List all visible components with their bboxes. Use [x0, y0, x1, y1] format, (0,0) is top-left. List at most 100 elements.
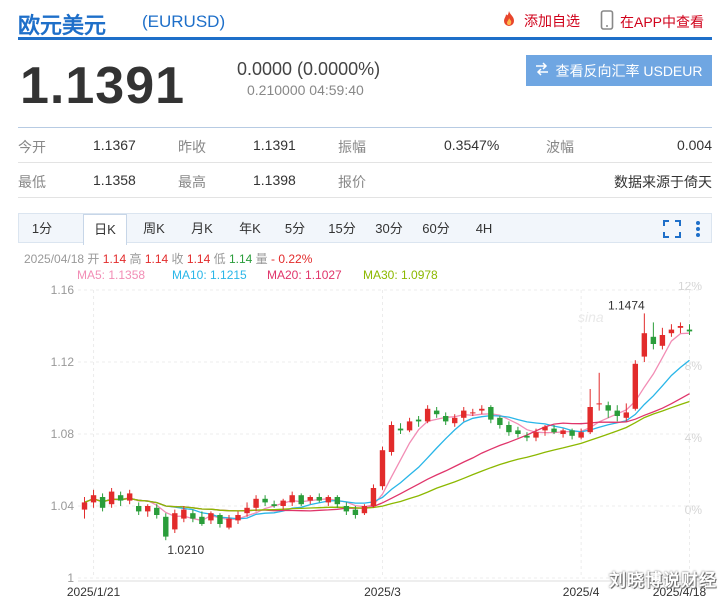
- stat-value: 1.1367: [93, 137, 136, 153]
- candle-body: [479, 408, 485, 411]
- candle-body: [262, 498, 268, 503]
- stat-value: 1.1358: [93, 172, 136, 188]
- candle-body: [560, 430, 566, 434]
- candle-body: [289, 495, 295, 503]
- stat-value: 0.3547%: [444, 137, 500, 153]
- quote-time: 0.210000 04:59:40: [247, 82, 364, 98]
- chart-watermark-text: sina: [578, 309, 604, 325]
- candle-body: [379, 450, 386, 487]
- page-title: 欧元美元: [18, 13, 107, 38]
- candle-body: [569, 430, 575, 436]
- stat-label: 最低: [18, 174, 46, 190]
- candle-body: [244, 507, 250, 514]
- stats-row: 今开 1.1367 昨收 1.1391 振幅 0.3547% 波幅 0.004: [18, 128, 712, 163]
- candle-body: [117, 495, 124, 501]
- candle-body: [596, 403, 602, 405]
- reverse-rate-label: 查看反向汇率 USDEUR: [555, 62, 703, 79]
- tab-monthly-k[interactable]: 月K: [191, 221, 213, 236]
- candle-body: [388, 425, 395, 452]
- candle-body: [406, 421, 413, 431]
- candle-body: [650, 336, 657, 344]
- kline-chart[interactable]: 1.16 1.12 1.08 1.04 1 12% 8% 4% 0% 2025/1/21 2025/…: [18, 282, 712, 600]
- candle-body: [515, 430, 521, 434]
- candle-body: [470, 412, 476, 414]
- candle-body: [659, 335, 666, 346]
- pct-tick-label: 4%: [685, 431, 703, 445]
- candle-body: [298, 495, 304, 505]
- info-close: 1.14: [186, 252, 211, 266]
- candle-body: [208, 513, 214, 521]
- max-annotation: 1.1474: [608, 298, 645, 312]
- stat-label: 今开: [18, 139, 46, 155]
- candle-body: [226, 518, 232, 528]
- pct-tick-label: 8%: [685, 359, 703, 373]
- ma10-legend: MA10: 1.1215: [172, 268, 247, 282]
- candle-body: [668, 329, 675, 334]
- info-open-label: 开: [87, 252, 100, 266]
- reverse-rate-button[interactable]: 查看反向汇率 USDEUR: [526, 55, 712, 86]
- stats-table: 今开 1.1367 昨收 1.1391 振幅 0.3547% 波幅 0.004 …: [18, 127, 712, 198]
- candle-body: [442, 416, 449, 422]
- candle-body: [424, 408, 431, 422]
- candle-body: [397, 428, 404, 431]
- x-tick-label: 2025/4/18: [653, 585, 707, 599]
- candle-body: [641, 333, 648, 357]
- candle-body: [551, 428, 557, 433]
- tab-5min[interactable]: 5分: [284, 221, 306, 236]
- candle-body: [334, 497, 341, 505]
- info-high: 1.14: [144, 252, 169, 266]
- view-in-app-button[interactable]: 在APP中查看: [600, 10, 704, 33]
- current-price: 1.1391: [20, 57, 186, 115]
- symbol-code: (EURUSD): [142, 12, 226, 31]
- tab-daily-k[interactable]: 日K: [83, 214, 127, 245]
- ma5-legend: MA5: 1.1358: [77, 268, 146, 282]
- candle-body: [181, 509, 187, 519]
- x-tick-label: 2025/4: [563, 585, 600, 599]
- tab-60min[interactable]: 60分: [422, 221, 450, 236]
- data-source: 数据来源于倚天: [614, 174, 712, 190]
- tab-30min[interactable]: 30分: [375, 221, 403, 236]
- stat-value: 1.1398: [253, 172, 296, 188]
- candle-body: [154, 507, 160, 515]
- candle-body: [235, 515, 241, 521]
- candle-body: [452, 417, 458, 424]
- candle-body: [370, 488, 377, 506]
- tab-4h[interactable]: 4H: [475, 221, 493, 236]
- candle-body: [325, 497, 332, 503]
- tab-15min[interactable]: 15分: [328, 221, 356, 236]
- info-change: - 0.22%: [271, 252, 313, 266]
- y-tick-label: 1.04: [51, 499, 75, 513]
- candle-body: [81, 502, 88, 510]
- candle-body: [578, 432, 584, 438]
- candle-body: [163, 516, 169, 537]
- candle-body: [190, 513, 196, 519]
- candle-body: [506, 425, 512, 433]
- candle-body: [217, 515, 223, 524]
- candle-body: [488, 407, 494, 420]
- candle-body: [253, 498, 259, 508]
- info-high-label: 高: [129, 252, 142, 266]
- candle-body: [172, 513, 178, 530]
- tab-1min[interactable]: 1分: [31, 221, 53, 236]
- candle-body: [605, 405, 611, 411]
- period-tabs: 1分 日K 周K 月K 年K 5分 15分 30分 60分 4H: [18, 213, 712, 245]
- min-annotation: 1.0210: [167, 543, 204, 557]
- candle-body: [90, 495, 97, 503]
- settings-icon[interactable]: [695, 220, 701, 242]
- tab-yearly-k[interactable]: 年K: [239, 221, 261, 236]
- tab-weekly-k[interactable]: 周K: [143, 221, 165, 236]
- fullscreen-icon[interactable]: [663, 220, 681, 242]
- candle-body: [524, 435, 530, 438]
- watermark: 刘晓博说财经: [609, 571, 717, 590]
- y-tick-label: 1.12: [51, 355, 75, 369]
- add-watchlist-button[interactable]: 添加自选: [500, 10, 580, 31]
- candle-body: [623, 412, 629, 418]
- candle-body: [587, 407, 593, 433]
- price-change: 0.0000 (0.0000%): [237, 59, 381, 79]
- stat-label: 昨收: [178, 139, 206, 155]
- y-tick-label: 1.08: [51, 427, 75, 441]
- ma30-legend: MA30: 1.0978: [363, 268, 438, 282]
- candle-body: [461, 410, 467, 418]
- candle-body: [343, 506, 350, 512]
- x-tick-label: 2025/3: [364, 585, 401, 599]
